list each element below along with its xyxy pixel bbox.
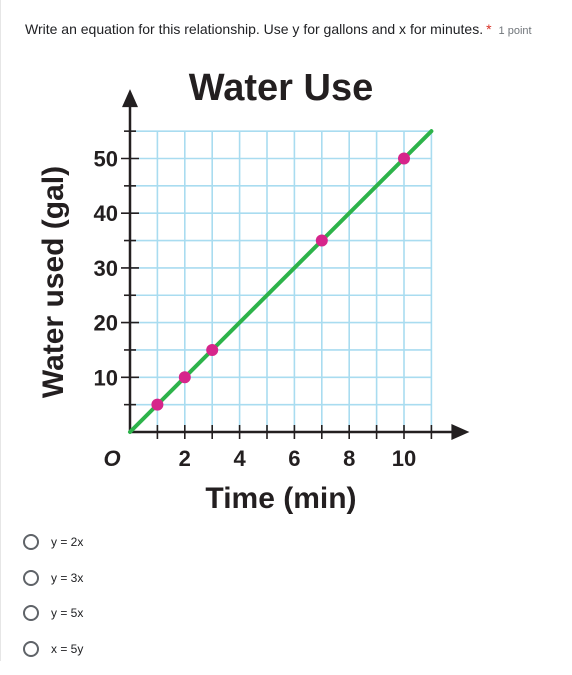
radio-button[interactable] [23,605,39,622]
x-tick-label: 10 [392,446,416,471]
x-axis-label: Time (min) [205,482,356,515]
data-points [151,152,410,411]
y-tick-label: 20 [94,311,118,336]
question-text: Write an equation for this relationship.… [25,21,484,37]
x-axis-arrow [451,424,470,440]
x-tick-label: 8 [343,446,355,471]
y-tick-label: 30 [94,256,118,281]
option-label: x = 5y [51,642,84,657]
series-lines [128,129,434,434]
radio-button[interactable] [23,641,39,658]
data-point [206,343,219,356]
option-label: y = 5x [51,606,84,621]
grid [129,130,433,433]
y-axis-arrow [122,89,138,108]
option-2[interactable]: y = 3x [23,568,83,588]
x-tick-label: 2 [179,446,191,471]
chart-title: Water Use [189,67,373,109]
water-use-chart: Water Use O 2 4 6 8 10 10 20 30 40 50 Time (min) W… [37,67,470,515]
question-title: Write an equation for this relationship.… [25,21,532,37]
axes [121,89,470,440]
y-tick-label: 10 [94,365,118,390]
option-1[interactable]: y = 2x [23,532,83,552]
radio-button[interactable] [23,534,39,550]
option-label: y = 3x [51,570,84,585]
data-point [178,371,191,384]
x-tick-label: 4 [233,446,246,471]
y-tick-label: 50 [94,147,118,172]
option-3[interactable]: y = 5x [23,603,83,623]
y-tick-label: 40 [94,201,118,226]
data-point [151,398,164,411]
y-axis-label: Water used (gal) [37,166,70,398]
option-4[interactable]: x = 5y [23,639,83,659]
tick-labels: O 2 4 6 8 10 10 20 30 40 50 [94,147,417,472]
points-label: 1 point [498,25,532,37]
data-point [398,152,410,165]
option-label: y = 2x [51,535,84,549]
radio-button[interactable] [23,569,39,586]
answer-options: y = 2x y = 3x y = 5x x = 5y [23,532,83,675]
question-card: Write an equation for this relationship.… [0,0,532,661]
x-tick-label: 6 [288,446,300,471]
required-mark: * [486,21,492,37]
x-tick-label: O [103,446,120,471]
data-point [315,234,328,247]
series-line [128,129,434,434]
